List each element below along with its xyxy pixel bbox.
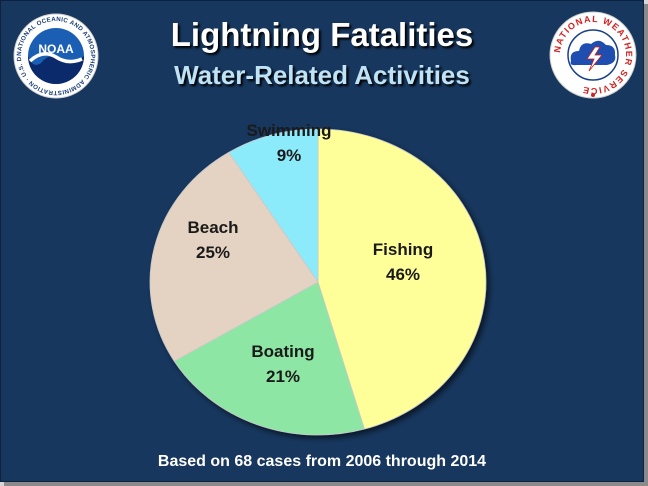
pie-slice-beach — [149, 151, 319, 362]
chart-title: Lightning Fatalities — [170, 16, 474, 53]
chart-subtitle: Water-Related Activities — [174, 60, 470, 90]
pie-slices — [149, 128, 487, 436]
slide-shadow — [644, 4, 648, 486]
pie-slice-fishing — [317, 128, 487, 430]
slice-label-swimming: Swimming — [246, 121, 331, 140]
footnote: Based on 68 cases from 2006 through 2014 — [157, 453, 487, 470]
pie-slice-boating — [173, 281, 365, 436]
slice-label-fishing: Fishing — [373, 240, 433, 259]
noaa-logo-icon: NATIONAL OCEANIC AND ATMOSPHERIC ADMINIS… — [13, 13, 99, 99]
nws-logo-icon: NATIONAL WEATHER SERVICE — [549, 11, 637, 99]
pie-labels: Fishing 46% Boating 21% Beach 25% Swimming 9% — [187, 121, 433, 386]
slide-shadow — [4, 482, 648, 486]
slice-label-boating: Boating — [251, 342, 314, 361]
slice-value-boating: 21% — [266, 367, 300, 386]
slice-label-beach: Beach — [187, 218, 238, 237]
slice-value-beach: 25% — [196, 243, 230, 262]
pie-slice-swimming — [228, 128, 319, 284]
slice-value-fishing: 46% — [386, 265, 420, 284]
slice-value-swimming: 9% — [277, 146, 302, 165]
noaa-logo-text: NOAA — [38, 42, 74, 56]
